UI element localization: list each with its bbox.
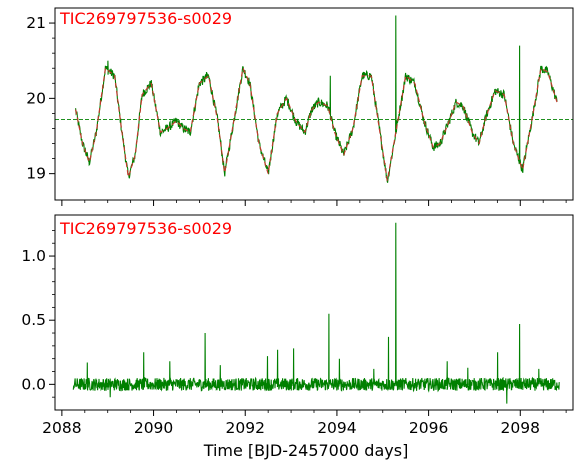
x-tick-label: 2094 — [317, 419, 356, 437]
x-tick-label: 2088 — [42, 419, 81, 437]
bottom-panel: 0.0 0.5 1.0 2088 2090 2092 2094 2096 2098 TIC269… — [21, 214, 574, 437]
x-axis-label: Time [BJD-2457000 days] — [203, 441, 409, 460]
x-tick-label: 2090 — [134, 419, 173, 437]
top-panel-annotation: TIC269797536-s0029 — [59, 9, 232, 28]
flux-line-1 — [72, 222, 560, 404]
bottom-series-layer — [72, 222, 560, 404]
flux-line-0 — [75, 15, 558, 183]
x-tick-label: 2092 — [226, 419, 265, 437]
bottom-axes: 0.0 0.5 1.0 2088 2090 2092 2094 2096 2098 — [21, 214, 574, 437]
top-panel: 19 20 21 TIC269797536-s0029 — [26, 7, 574, 206]
y-tick-label: 20 — [26, 89, 46, 107]
top-axes: 19 20 21 — [26, 7, 574, 206]
y-tick-label: 21 — [26, 14, 46, 32]
x-tick-label: 2096 — [409, 419, 448, 437]
y-tick-label: 1.0 — [21, 247, 46, 265]
top-series-layer — [55, 15, 573, 183]
bottom-panel-annotation: TIC269797536-s0029 — [59, 219, 232, 238]
y-tick-label: 19 — [26, 165, 46, 183]
x-tick-label: 2098 — [501, 419, 540, 437]
model-line-0 — [75, 67, 558, 182]
y-tick-label: 0.0 — [21, 375, 46, 393]
y-tick-label: 0.5 — [21, 311, 46, 329]
